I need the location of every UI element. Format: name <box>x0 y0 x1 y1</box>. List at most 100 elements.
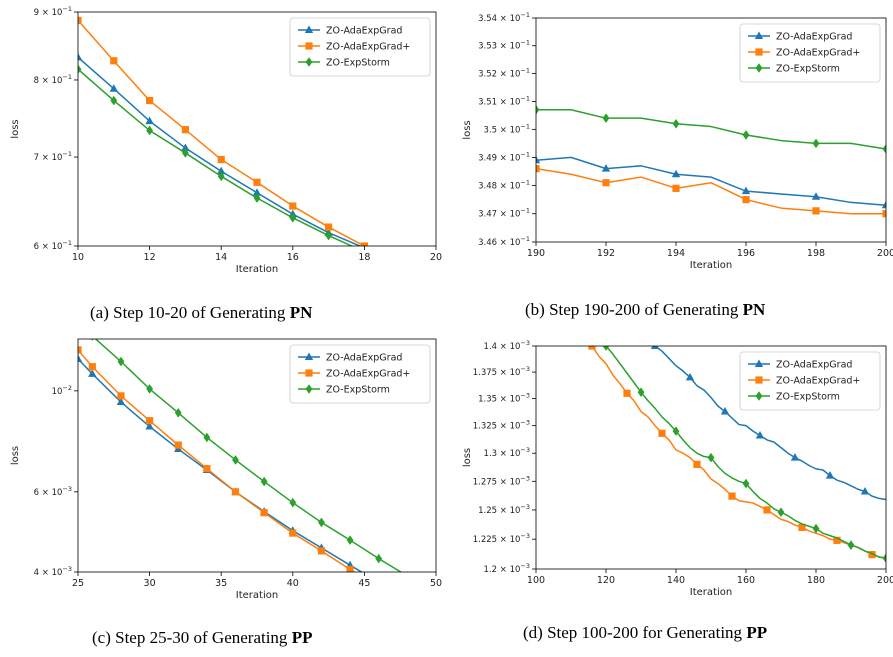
data-point-d-0-25 <box>825 471 835 479</box>
data-point-a-2-6 <box>289 213 297 223</box>
legend-label-c-2: ZO-ExpStorm <box>326 385 390 396</box>
series-b-1 <box>536 165 886 218</box>
x-tick-label-c-0: 25 <box>72 578 84 589</box>
data-point-d-1-25 <box>763 506 771 514</box>
data-point-c-0-0 <box>78 354 83 362</box>
data-point-b-2-6 <box>742 130 750 140</box>
data-point-c-0-12 <box>403 594 411 602</box>
panel-c: 25 30 35 40 45 50 4 × 10−3 6 × 10−3 10−2 Iteratio… <box>10 338 442 622</box>
data-point-d-2-0 <box>602 346 610 351</box>
y-tick-label-b-8: 3.54 × 10−1 <box>478 11 530 24</box>
series-line-b-0 <box>536 156 886 206</box>
x-tick-label-c-2: 35 <box>215 578 227 589</box>
data-point-c-1-8 <box>289 529 297 537</box>
y-tick-label-d-7: 1.375 × 10−3 <box>473 365 530 378</box>
x-axis-label-b: Iteration <box>690 260 732 271</box>
data-point-d-1-0 <box>588 346 596 350</box>
data-point-a-0-1 <box>109 84 118 92</box>
y-axis-label-b: loss <box>462 120 473 139</box>
series-line-c-1 <box>78 349 356 572</box>
data-point-d-0-5 <box>685 372 695 381</box>
legend-label-b-1: ZO-AdaExpGrad+ <box>776 48 860 59</box>
panel-a: 10 12 14 16 18 20 6 × 10−1 7 × 10−1 8 × 10−1 9 × … <box>10 5 442 275</box>
data-point-c-0-2 <box>116 397 126 406</box>
data-point-c-1-13 <box>432 615 439 622</box>
x-axis-label-c: Iteration <box>236 590 278 601</box>
data-point-c-1-11 <box>375 583 382 590</box>
x-tick-label-a-4: 18 <box>358 252 370 263</box>
x-axis-label-d: Iteration <box>690 587 732 598</box>
x-tick-label-c-4: 45 <box>358 578 370 589</box>
data-point-a-2-0 <box>78 64 82 75</box>
data-point-c-2-12 <box>406 571 408 572</box>
legend-label-c-1: ZO-AdaExpGrad+ <box>326 369 410 380</box>
legend-marker-b-2 <box>755 63 763 73</box>
data-point-d-0-20 <box>790 453 800 461</box>
y-axis-label-a: loss <box>10 119 21 138</box>
legend-a: ZO-AdaExpGrad ZO-AdaExpGrad+ ZO-ExpStorm <box>289 17 431 77</box>
x-axis-label-a: Iteration <box>236 264 278 275</box>
x-tick-label-b-2: 194 <box>667 248 685 259</box>
data-point-c-2-4 <box>174 407 182 418</box>
legend-marker-d-2 <box>755 391 763 401</box>
data-point-c-1-12 <box>404 599 411 606</box>
data-point-d-0-30 <box>860 487 870 495</box>
data-point-a-2-5 <box>253 193 261 203</box>
legend-d: ZO-AdaExpGrad ZO-AdaExpGrad+ ZO-ExpStorm <box>739 351 881 411</box>
data-point-a-1-7 <box>325 223 333 231</box>
data-point-c-2-10 <box>346 535 354 545</box>
y-tick-label-d-5: 1.325 × 10−3 <box>473 419 530 432</box>
series-line-a-0 <box>78 56 362 246</box>
y-tick-label-b-5: 3.51 × 10−1 <box>478 94 530 107</box>
x-tick-label-d-0: 100 <box>527 575 545 586</box>
data-point-a-1-6 <box>289 202 297 210</box>
data-point-b-2-0 <box>536 104 540 115</box>
data-point-d-2-20 <box>742 478 750 489</box>
panel-d: 100 120 140 160 180 200 1.2 × 10−3 1.225 × 10−3… <box>462 339 893 598</box>
plot-frame-d <box>535 345 887 570</box>
x-tick-label-d-3: 160 <box>737 575 755 586</box>
legend-marker-b-1 <box>755 48 763 56</box>
series-line-d-0 <box>654 346 886 501</box>
data-point-a-1-3 <box>181 126 189 134</box>
data-point-b-1-2 <box>602 179 610 187</box>
x-tick-label-c-3: 40 <box>287 578 299 589</box>
data-point-c-1-7 <box>260 509 268 517</box>
y-tick-label-b-3: 3.49 × 10−1 <box>478 150 530 163</box>
series-d-1 <box>588 346 886 559</box>
legend-box-c <box>289 344 431 404</box>
data-point-c-1-0 <box>78 346 82 354</box>
data-point-d-1-20 <box>728 492 736 500</box>
y-tick-label-b-6: 3.52 × 10−1 <box>478 67 530 80</box>
data-point-a-1-5 <box>253 178 261 186</box>
legend-marker-d-1 <box>755 376 763 384</box>
data-point-b-0-8 <box>811 192 821 200</box>
data-point-c-2-1 <box>91 339 94 341</box>
data-point-b-2-8 <box>812 138 820 149</box>
y-tick-label-d-8: 1.4 × 10−3 <box>484 339 530 352</box>
data-point-d-1-35 <box>833 536 841 544</box>
data-point-c-1-1 <box>88 363 96 371</box>
series-d-2 <box>602 346 886 563</box>
legend-marker-a-1 <box>305 42 313 50</box>
x-tick-label-a-3: 16 <box>287 252 299 263</box>
plot-frame-b <box>535 17 887 243</box>
y-tick-label-d-6: 1.35 × 10−3 <box>478 392 530 405</box>
legend-box-b <box>739 23 881 83</box>
legend-label-b-0: ZO-AdaExpGrad <box>776 32 852 43</box>
data-point-d-2-35 <box>847 540 855 550</box>
data-point-a-2-4 <box>217 171 225 182</box>
data-point-d-2-10 <box>672 426 680 436</box>
x-tick-label-d-1: 120 <box>597 575 615 586</box>
data-point-c-1-4 <box>174 441 182 449</box>
y-axis-label-c: loss <box>10 446 21 465</box>
data-point-d-0-15 <box>755 431 765 439</box>
data-point-a-0-2 <box>145 116 154 125</box>
y-tick-label-d-1: 1.225 × 10−3 <box>473 532 530 545</box>
y-tick-label-d-3: 1.275 × 10−3 <box>473 474 530 487</box>
x-tick-label-b-4: 198 <box>807 248 825 259</box>
x-tick-label-b-3: 196 <box>737 248 755 259</box>
x-tick-label-a-5: 20 <box>430 252 442 263</box>
legend-b: ZO-AdaExpGrad ZO-AdaExpGrad+ ZO-ExpStorm <box>739 23 881 83</box>
data-point-a-1-4 <box>217 155 225 164</box>
